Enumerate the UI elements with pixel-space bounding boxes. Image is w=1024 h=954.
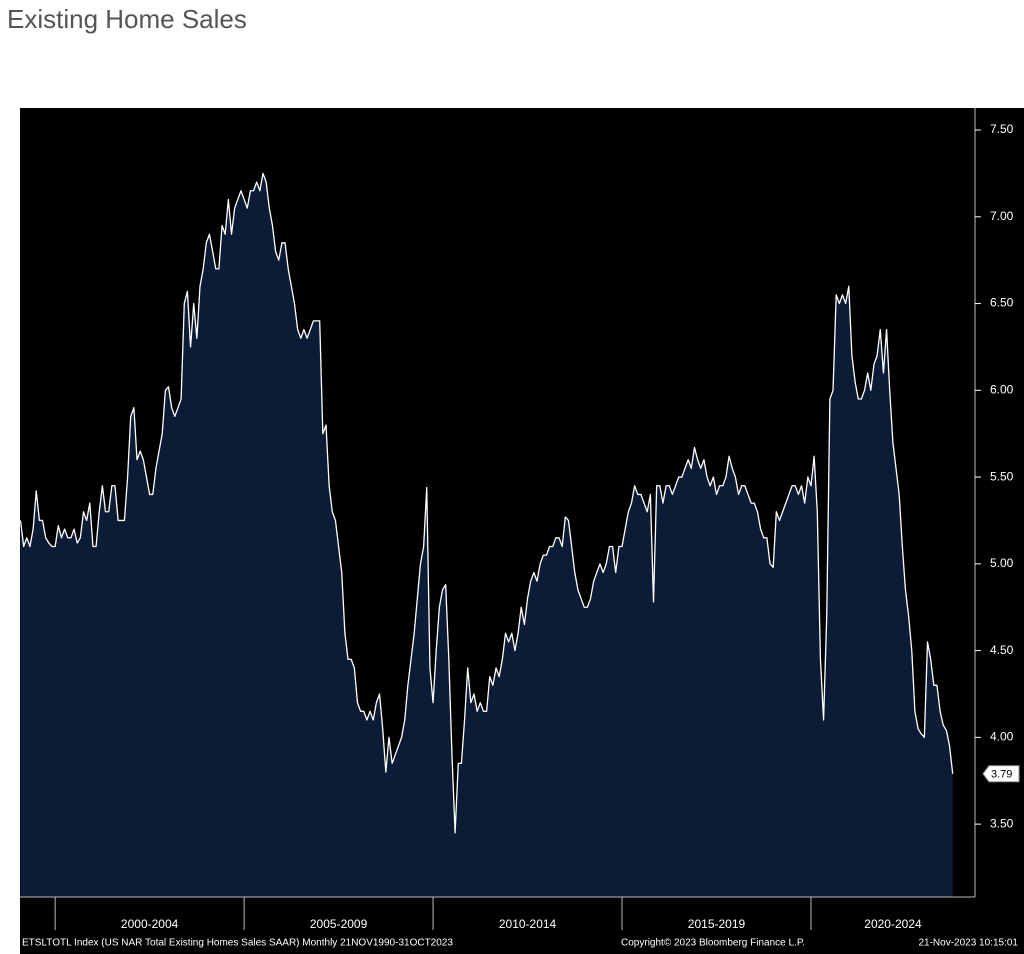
x-period-label: 2005-2009 (310, 917, 368, 931)
y-tick-label: 5.00 (990, 556, 1014, 570)
footer-center: Copyright© 2023 Bloomberg Finance L.P. (621, 938, 805, 949)
x-period-label: 2015-2019 (688, 917, 746, 931)
footer-left: ETSLTOTL Index (US NAR Total Existing Ho… (22, 938, 453, 949)
y-tick-label: 6.50 (990, 296, 1014, 310)
footer-right: 21-Nov-2023 10:15:01 (918, 938, 1018, 949)
y-tick-label: 4.50 (990, 643, 1014, 657)
x-period-label: 2000-2004 (121, 917, 179, 931)
area-fill (20, 173, 953, 898)
y-tick-label: 4.00 (990, 730, 1014, 744)
chart-title: Existing Home Sales (7, 4, 247, 34)
y-tick-label: 3.50 (990, 816, 1014, 830)
area-line (19, 172, 954, 834)
y-tick-label: 5.50 (990, 469, 1014, 483)
x-period-label: 2010-2014 (499, 917, 557, 931)
y-tick-label: 7.00 (990, 209, 1014, 223)
x-period-label: 2020-2024 (864, 917, 922, 931)
y-tick-label: 6.00 (990, 382, 1014, 396)
last-value-box (982, 765, 1020, 783)
y-tick-label: 7.50 (990, 122, 1014, 136)
last-value-label: 3.79 (991, 769, 1012, 781)
